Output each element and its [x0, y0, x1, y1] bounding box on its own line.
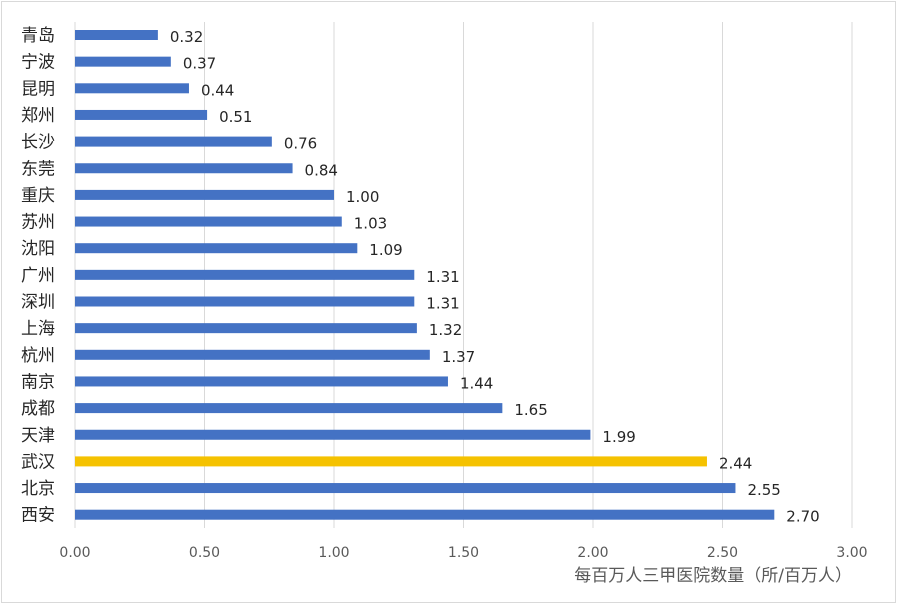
category-label: 成都 — [21, 399, 55, 419]
bars — [75, 30, 775, 520]
bar — [75, 456, 707, 467]
category-label: 昆明 — [21, 79, 55, 99]
bar — [75, 376, 448, 387]
bar — [75, 83, 189, 94]
category-label: 武汉 — [21, 452, 55, 472]
bar — [75, 296, 415, 307]
value-label: 1.00 — [346, 188, 379, 206]
value-label: 1.09 — [369, 241, 402, 259]
value-label: 1.65 — [514, 401, 547, 419]
value-labels: 0.32 0.37 0.44 0.51 0.76 0.84 1.00 1.03 1.09 1.31… — [170, 28, 820, 526]
bar — [75, 163, 293, 174]
value-label: 1.03 — [354, 215, 387, 233]
bar — [75, 136, 272, 147]
bar — [75, 429, 591, 440]
bar — [75, 483, 736, 494]
value-label: 2.55 — [747, 481, 780, 499]
x-tick-label: 1.50 — [448, 545, 479, 561]
category-label: 天津 — [21, 426, 55, 446]
category-label: 重庆 — [21, 186, 55, 206]
value-label: 1.44 — [460, 374, 493, 392]
value-label: 1.31 — [426, 295, 459, 313]
bar — [75, 189, 334, 200]
bar — [75, 403, 503, 414]
bar — [75, 109, 208, 120]
x-tick-label: 2.50 — [707, 545, 738, 561]
category-label: 南京 — [21, 372, 55, 392]
bar — [75, 243, 358, 254]
value-label: 0.44 — [201, 81, 234, 99]
bar — [75, 56, 171, 67]
category-label: 苏州 — [21, 213, 55, 233]
gridlines — [74, 22, 853, 528]
category-label: 宁波 — [21, 53, 55, 73]
x-tick-labels: 0.00 0.50 1.00 1.50 2.00 2.50 3.00 — [59, 545, 867, 561]
bar — [75, 509, 775, 520]
category-label: 沈阳 — [21, 239, 55, 259]
value-label: 1.32 — [429, 321, 462, 339]
category-label: 东莞 — [21, 159, 55, 179]
category-label: 广州 — [21, 266, 55, 286]
category-label: 长沙 — [21, 133, 55, 153]
x-tick-label: 1.00 — [318, 545, 349, 561]
bar — [75, 323, 417, 334]
value-label: 0.37 — [183, 55, 216, 73]
category-label: 上海 — [21, 319, 55, 339]
category-label: 深圳 — [21, 293, 55, 313]
value-label: 0.32 — [170, 28, 203, 46]
category-label: 青岛 — [21, 26, 55, 46]
x-tick-label: 3.00 — [836, 545, 867, 561]
value-label: 2.70 — [786, 508, 819, 526]
x-tick-label: 0.50 — [189, 545, 220, 561]
value-label: 1.99 — [602, 428, 635, 446]
bar — [75, 269, 415, 280]
category-label: 郑州 — [21, 106, 55, 126]
x-axis-label: 每百万人三甲医院数量（所/百万人） — [574, 566, 852, 586]
value-label: 0.84 — [305, 161, 338, 179]
bar — [75, 30, 158, 40]
value-label: 1.37 — [442, 348, 475, 366]
bar — [75, 349, 430, 360]
value-label: 0.76 — [284, 135, 317, 153]
value-label: 2.44 — [719, 454, 752, 472]
category-label: 杭州 — [21, 346, 55, 366]
category-label: 北京 — [21, 479, 55, 499]
category-label: 西安 — [21, 506, 55, 526]
value-label: 1.31 — [426, 268, 459, 286]
x-tick-label: 2.00 — [577, 545, 608, 561]
value-label: 0.51 — [219, 108, 252, 126]
bar — [75, 216, 342, 227]
x-tick-label: 0.00 — [59, 545, 90, 561]
